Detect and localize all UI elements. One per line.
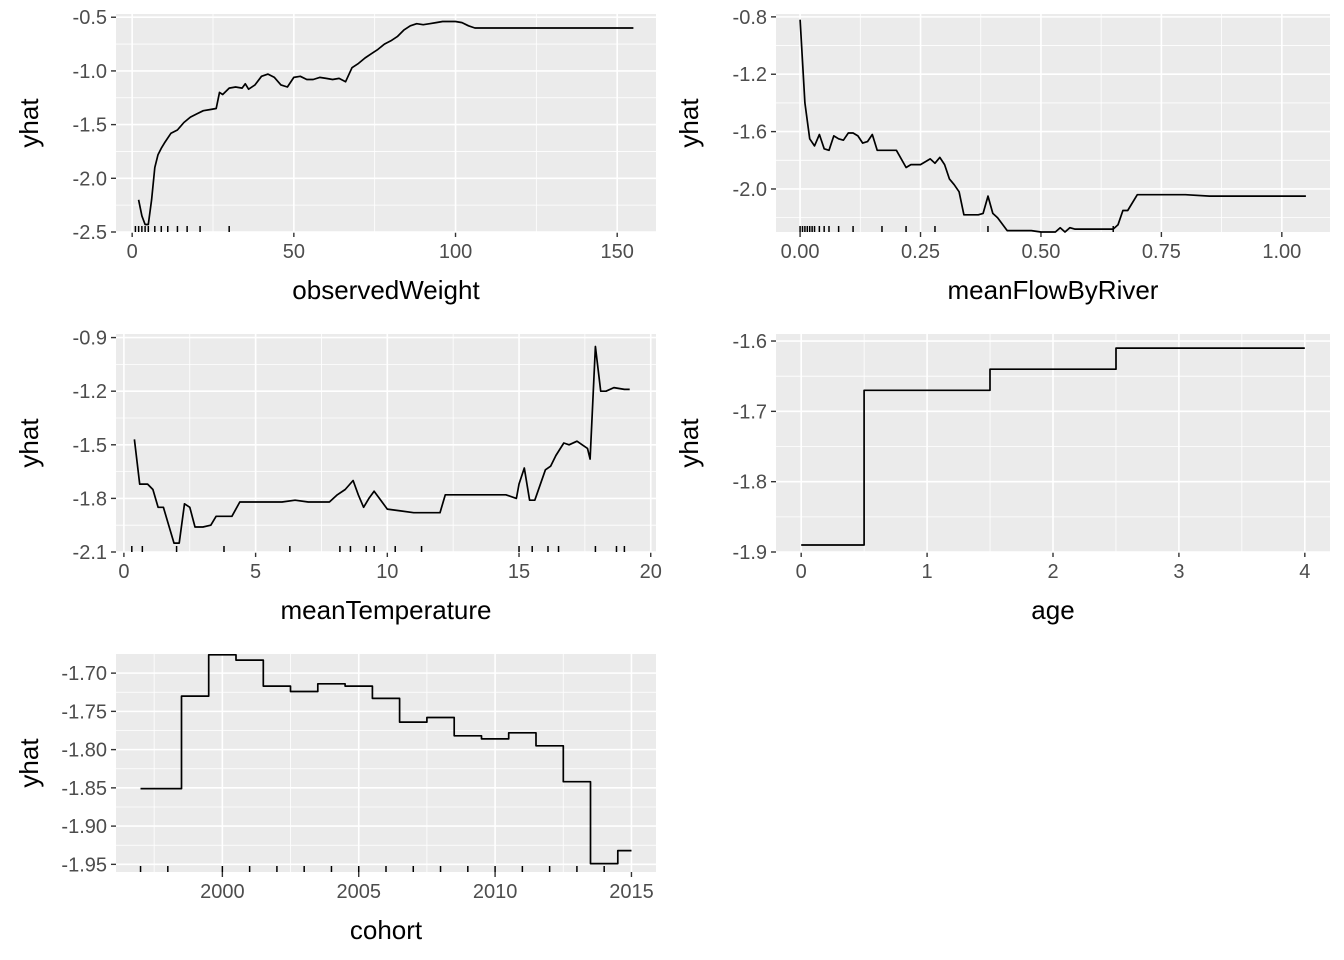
- y-tick-label: -1.6: [733, 122, 767, 144]
- x-tick-label: 2005: [336, 881, 381, 903]
- y-tick-label: -0.5: [73, 7, 107, 29]
- x-tick-label: 5: [250, 561, 261, 583]
- x-tick-label: 3: [1173, 561, 1184, 583]
- x-axis-title: age: [1031, 595, 1074, 625]
- chart-panel-observedWeight: 0 50 100 150 -2.5 -2.0 -1.5 -1.0 -0.5 observedWei…: [14, 7, 656, 305]
- x-tick-label: 2010: [473, 881, 518, 903]
- y-tick-label: -1.2: [733, 64, 767, 86]
- y-axis-title: yhat: [14, 738, 44, 788]
- y-tick-label: -1.85: [61, 778, 107, 800]
- x-tick-label: 50: [283, 241, 305, 263]
- yhat-curve: [140, 653, 632, 865]
- y-axis-title: yhat: [14, 418, 44, 468]
- y-tick-label: -1.2: [73, 381, 107, 403]
- y-tick-label: -1.80: [61, 740, 107, 762]
- x-tick-label: 0: [118, 561, 129, 583]
- y-tick-label: -1.95: [61, 854, 107, 876]
- x-tick-label: 2000: [200, 881, 245, 903]
- x-axis-title: meanTemperature: [281, 595, 492, 625]
- chart-panel-cohort: 2000 2005 2010 2015 -1.95 -1.90 -1.85 -1.80 -1.7…: [14, 653, 656, 945]
- y-tick-label: -1.6: [733, 331, 767, 353]
- y-axis-title: yhat: [674, 98, 704, 148]
- y-axis-title: yhat: [14, 98, 44, 148]
- y-tick-label: -0.8: [733, 7, 767, 29]
- x-tick-label: 15: [508, 561, 530, 583]
- y-tick-label: -1.5: [73, 115, 107, 137]
- yhat-curve: [137, 20, 634, 226]
- y-axis-title: yhat: [674, 418, 704, 468]
- x-tick-label: 0.50: [1021, 241, 1060, 263]
- x-tick-label: 2015: [609, 881, 654, 903]
- x-tick-label: 0.00: [781, 241, 820, 263]
- x-tick-label: 1.00: [1262, 241, 1301, 263]
- y-tick-label: -1.0: [73, 61, 107, 83]
- x-tick-label: 4: [1299, 561, 1310, 583]
- chart-panel-meanFlowByRiver: 0.00 0.25 0.50 0.75 1.00 -2.0 -1.6 -1.2 -0.8 mean…: [674, 7, 1330, 305]
- yhat-curve: [133, 345, 630, 544]
- x-tick-label: 0.75: [1142, 241, 1181, 263]
- x-tick-label: 2: [1047, 561, 1058, 583]
- x-axis-title: observedWeight: [292, 275, 480, 305]
- y-tick-label: -1.8: [73, 488, 107, 510]
- panel-background: [116, 14, 656, 232]
- x-tick-label: 20: [640, 561, 662, 583]
- x-tick-label: 100: [439, 241, 472, 263]
- x-tick-label: 10: [376, 561, 398, 583]
- yhat-curve: [799, 19, 1306, 233]
- x-tick-label: 1: [922, 561, 933, 583]
- y-tick-label: -1.75: [61, 701, 107, 723]
- y-tick-label: -1.90: [61, 816, 107, 838]
- y-tick-label: -0.9: [73, 328, 107, 350]
- y-tick-label: -1.8: [733, 472, 767, 494]
- panel-background: [116, 654, 656, 872]
- y-tick-label: -1.7: [733, 401, 767, 423]
- y-tick-label: -2.5: [73, 222, 107, 244]
- x-axis-title: meanFlowByRiver: [948, 275, 1159, 305]
- y-tick-label: -1.9: [733, 542, 767, 564]
- x-tick-label: 150: [601, 241, 634, 263]
- y-tick-label: -2.0: [73, 168, 107, 190]
- y-tick-label: -2.1: [73, 542, 107, 564]
- x-tick-label: 0.25: [901, 241, 940, 263]
- chart-panel-age: 0 1 2 3 4 -1.9 -1.8 -1.7 -1.6 age yhat: [674, 331, 1330, 625]
- yhat-curve: [801, 347, 1305, 546]
- y-tick-label: -1.70: [61, 663, 107, 685]
- y-tick-label: -2.0: [733, 179, 767, 201]
- x-tick-label: 0: [796, 561, 807, 583]
- y-tick-label: -1.5: [73, 435, 107, 457]
- x-tick-label: 0: [127, 241, 138, 263]
- chart-panel-meanTemperature: 0 5 10 15 20 -2.1 -1.8 -1.5 -1.2 -0.9 meanTemperat…: [14, 328, 662, 625]
- x-axis-title: cohort: [350, 915, 423, 945]
- panel-background: [776, 14, 1330, 232]
